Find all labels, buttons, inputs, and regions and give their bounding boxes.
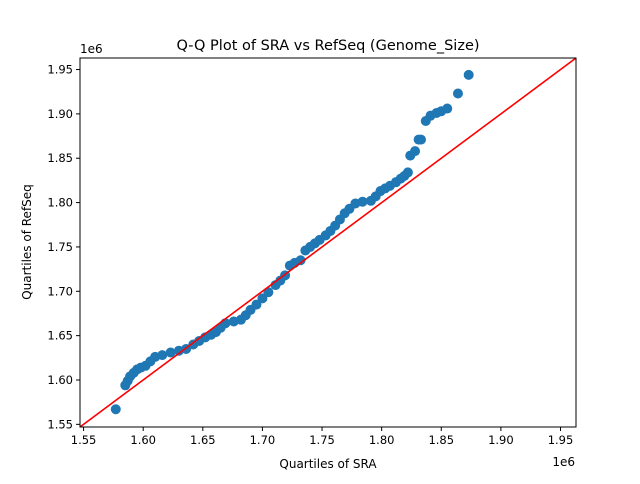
reference-line <box>80 58 576 427</box>
data-point <box>416 134 426 145</box>
x-tick-label: 1.95 <box>548 433 574 447</box>
x-axis-label: Quartiles of SRA <box>279 457 377 471</box>
data-point <box>410 146 421 157</box>
y-axis-label: Quartiles of RefSeq <box>20 184 34 300</box>
x-tick-label: 1.80 <box>369 433 395 447</box>
y-tick-label: 1.80 <box>47 196 73 210</box>
y-tick-label: 1.60 <box>47 373 73 387</box>
data-point <box>442 103 453 114</box>
plot-frame <box>79 57 577 428</box>
data-point <box>110 404 121 415</box>
x-tick-label: 1.85 <box>428 433 454 447</box>
y-tick-label: 1.55 <box>47 417 73 431</box>
y-tick-label: 1.70 <box>47 284 73 298</box>
data-point <box>402 167 413 178</box>
x-tick-label: 1.55 <box>71 433 97 447</box>
data-point <box>257 293 268 304</box>
data-point <box>295 255 306 266</box>
data-point <box>165 347 176 358</box>
y-tick-label: 1.95 <box>47 63 73 77</box>
x-tick-label: 1.60 <box>130 433 156 447</box>
y-tick-label: 1.85 <box>47 151 73 165</box>
x-tick-label: 1.70 <box>250 433 276 447</box>
data-point <box>357 196 368 207</box>
x-offset-label: 1e6 <box>552 455 575 469</box>
y-tick-label: 1.65 <box>47 329 73 343</box>
y-tick-label: 1.75 <box>47 240 73 254</box>
x-tick-label: 1.90 <box>488 433 514 447</box>
data-point <box>463 69 474 80</box>
x-tick-label: 1.65 <box>190 433 216 447</box>
x-tick-label: 1.75 <box>309 433 335 447</box>
chart-title: Q-Q Plot of SRA vs RefSeq (Genome_Size) <box>176 38 479 54</box>
y-offset-label: 1e6 <box>80 42 103 56</box>
data-point <box>452 88 463 99</box>
data-point <box>157 350 168 361</box>
data-point <box>251 299 262 310</box>
y-tick-label: 1.90 <box>47 107 73 121</box>
